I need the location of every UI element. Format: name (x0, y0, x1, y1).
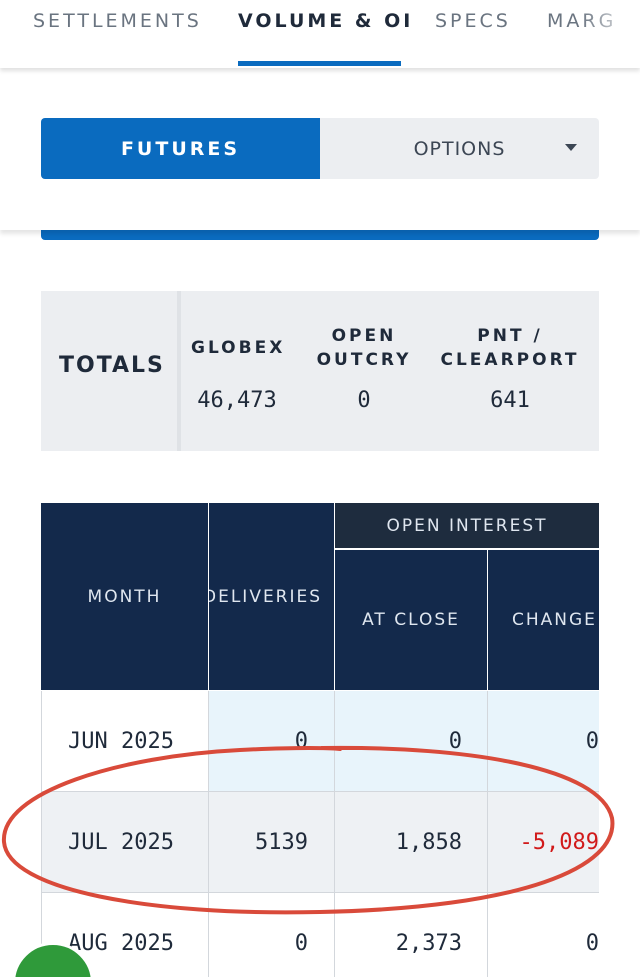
active-tab-indicator (238, 61, 401, 66)
futures-label: FUTURES (120, 137, 241, 160)
column-divider (487, 691, 488, 977)
clearport-header: PNT / CLEARPORT (440, 326, 580, 370)
header-month[interactable]: MONTH (41, 503, 208, 690)
row-shade (41, 792, 599, 892)
row-jul-deliveries: 5139 (255, 829, 308, 855)
row-jul-change: -5,089 (519, 829, 599, 855)
annotation-ellipse (1, 745, 615, 915)
row-highlight (209, 691, 599, 791)
tab-fade-overlay (580, 0, 640, 60)
tab-volume-oi[interactable]: VOLUME & OI (238, 10, 414, 32)
row-divider (41, 892, 599, 893)
globex-value: 46,473 (197, 388, 277, 413)
product-type-toggle-panel: FUTURES OPTIONS (0, 68, 640, 230)
open-outcry-header: OPEN OUTCRY (316, 326, 412, 370)
clearport-value: 641 (490, 388, 530, 413)
globex-header: GLOBEX (191, 338, 286, 358)
open-outcry-value: 0 (357, 388, 371, 413)
totals-box: TOTALS GLOBEX 46,473 OPEN OUTCRY 0 PNT /… (41, 291, 599, 451)
row-aug-deliveries: 0 (294, 930, 308, 956)
futures-button[interactable]: FUTURES (41, 118, 320, 179)
column-divider (41, 691, 42, 977)
chevron-down-icon (565, 144, 577, 151)
row-jul-month: JUL 2025 (68, 829, 174, 855)
tab-bar: SETTLEMENTS VOLUME & OI SPECS MARG (0, 0, 640, 68)
header-at-close[interactable]: AT CLOSE (335, 550, 487, 690)
totals-label: TOTALS (59, 353, 165, 378)
options-dropdown-button[interactable]: OPTIONS (320, 118, 599, 179)
header-open-interest: OPEN INTEREST (335, 503, 599, 548)
row-divider (41, 791, 599, 792)
volume-oi-table: MONTH DELIVERIES OPEN INTEREST AT CLOSE … (41, 503, 599, 977)
tab-specs[interactable]: SPECS (435, 10, 511, 32)
column-divider (208, 691, 209, 977)
row-jul-at-close: 1,858 (395, 829, 462, 855)
row-aug-month: AUG 2025 (68, 930, 174, 956)
row-jun-at-close: 0 (448, 728, 462, 754)
row-aug-at-close: 2,373 (395, 930, 462, 956)
totals-divider (177, 291, 181, 451)
options-label: OPTIONS (413, 137, 506, 160)
column-divider (334, 691, 335, 977)
header-deliveries[interactable]: DELIVERIES (209, 503, 334, 690)
row-jun-month: JUN 2025 (68, 728, 174, 754)
row-jun-change: 0 (585, 728, 599, 754)
row-aug-change: 0 (585, 930, 599, 956)
tab-settlements[interactable]: SETTLEMENTS (33, 10, 202, 32)
header-change[interactable]: CHANGE (488, 550, 599, 690)
